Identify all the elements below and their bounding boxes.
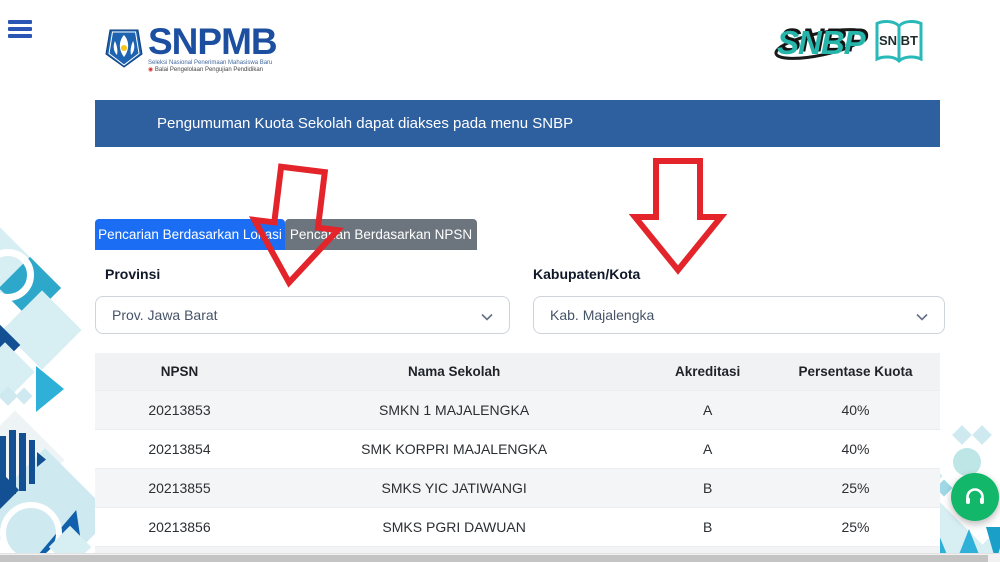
- column-header-npsn: NPSN: [160, 364, 199, 379]
- column-header-nama-sekolah: Nama Sekolah: [407, 364, 501, 379]
- table-row: 20213853 SMKN 1 MAJALENGKA A 40%: [95, 390, 940, 429]
- ministry-tutwuri-logo-icon: [105, 29, 143, 68]
- hamburger-menu-button[interactable]: [8, 20, 32, 40]
- scrollbar-thumb[interactable]: [0, 555, 988, 562]
- notice-banner: Pengumuman Kuota Sekolah dapat diakses p…: [95, 100, 940, 147]
- snbp-wordmark: SNBP: [777, 24, 866, 61]
- chevron-down-icon: [916, 313, 928, 321]
- column-header-persentase-kuota: Persentase Kuota: [798, 364, 913, 379]
- kabupaten-select[interactable]: Kab. Majalengka: [533, 296, 945, 334]
- snbp-logo[interactable]: SNBP: [773, 22, 869, 68]
- column-header-akreditasi: Akreditasi: [674, 364, 741, 379]
- chevron-down-icon: [481, 313, 493, 321]
- kabupaten-label: Kabupaten/Kota: [533, 266, 641, 282]
- provinsi-label: Provinsi: [105, 266, 161, 282]
- snpmb-logo[interactable]: SNPMB Seleksi Nasional Penerimaan Mahasi…: [104, 21, 278, 73]
- hamburger-icon: [8, 20, 32, 24]
- kabupaten-selected-value: Kab. Majalengka: [550, 307, 655, 323]
- tab-pencarian-lokasi[interactable]: Pencarian Berdasarkan Lokasi: [95, 219, 285, 250]
- snbt-left-text: SN: [879, 33, 898, 48]
- snbt-logo[interactable]: SN BT: [871, 16, 927, 68]
- snpmb-agency: ◉ Balai Pengelolaan Pengujian Pendidikan: [148, 67, 264, 73]
- table-row: 20213854 SMK KORPRI MAJALENGKA A 40%: [95, 429, 940, 468]
- table-row-partial: [95, 546, 940, 556]
- tab-pencarian-npsn[interactable]: Pencarian Berdasarkan NPSN: [285, 219, 477, 250]
- headset-icon: [966, 488, 984, 504]
- horizontal-scrollbar[interactable]: [0, 553, 1000, 562]
- annotation-arrow-down-right: [628, 158, 728, 275]
- table-header-row: NPSN Nama Sekolah Akreditasi Persentase …: [95, 353, 940, 390]
- agency-logo-icon: ◉: [148, 67, 154, 73]
- snbt-right-text: BT: [900, 33, 918, 48]
- provinsi-select[interactable]: Prov. Jawa Barat: [95, 296, 510, 334]
- help-button[interactable]: [951, 473, 999, 521]
- notice-banner-text: Pengumuman Kuota Sekolah dapat diakses p…: [157, 115, 574, 132]
- snpmb-tagline: Seleksi Nasional Penerimaan Mahasiswa Ba…: [148, 60, 273, 66]
- school-quota-table: NPSN Nama Sekolah Akreditasi Persentase …: [95, 353, 940, 556]
- snpmb-wordmark: SNPMB: [148, 21, 278, 62]
- table-row: 20213856 SMKS PGRI DAWUAN B 25%: [95, 507, 940, 546]
- snbt-book-icon: [875, 20, 923, 64]
- snbp-swoosh-icon: [774, 28, 868, 60]
- table-row: 20213855 SMKS YIC JATIWANGI B 25%: [95, 468, 940, 507]
- provinsi-selected-value: Prov. Jawa Barat: [112, 307, 218, 323]
